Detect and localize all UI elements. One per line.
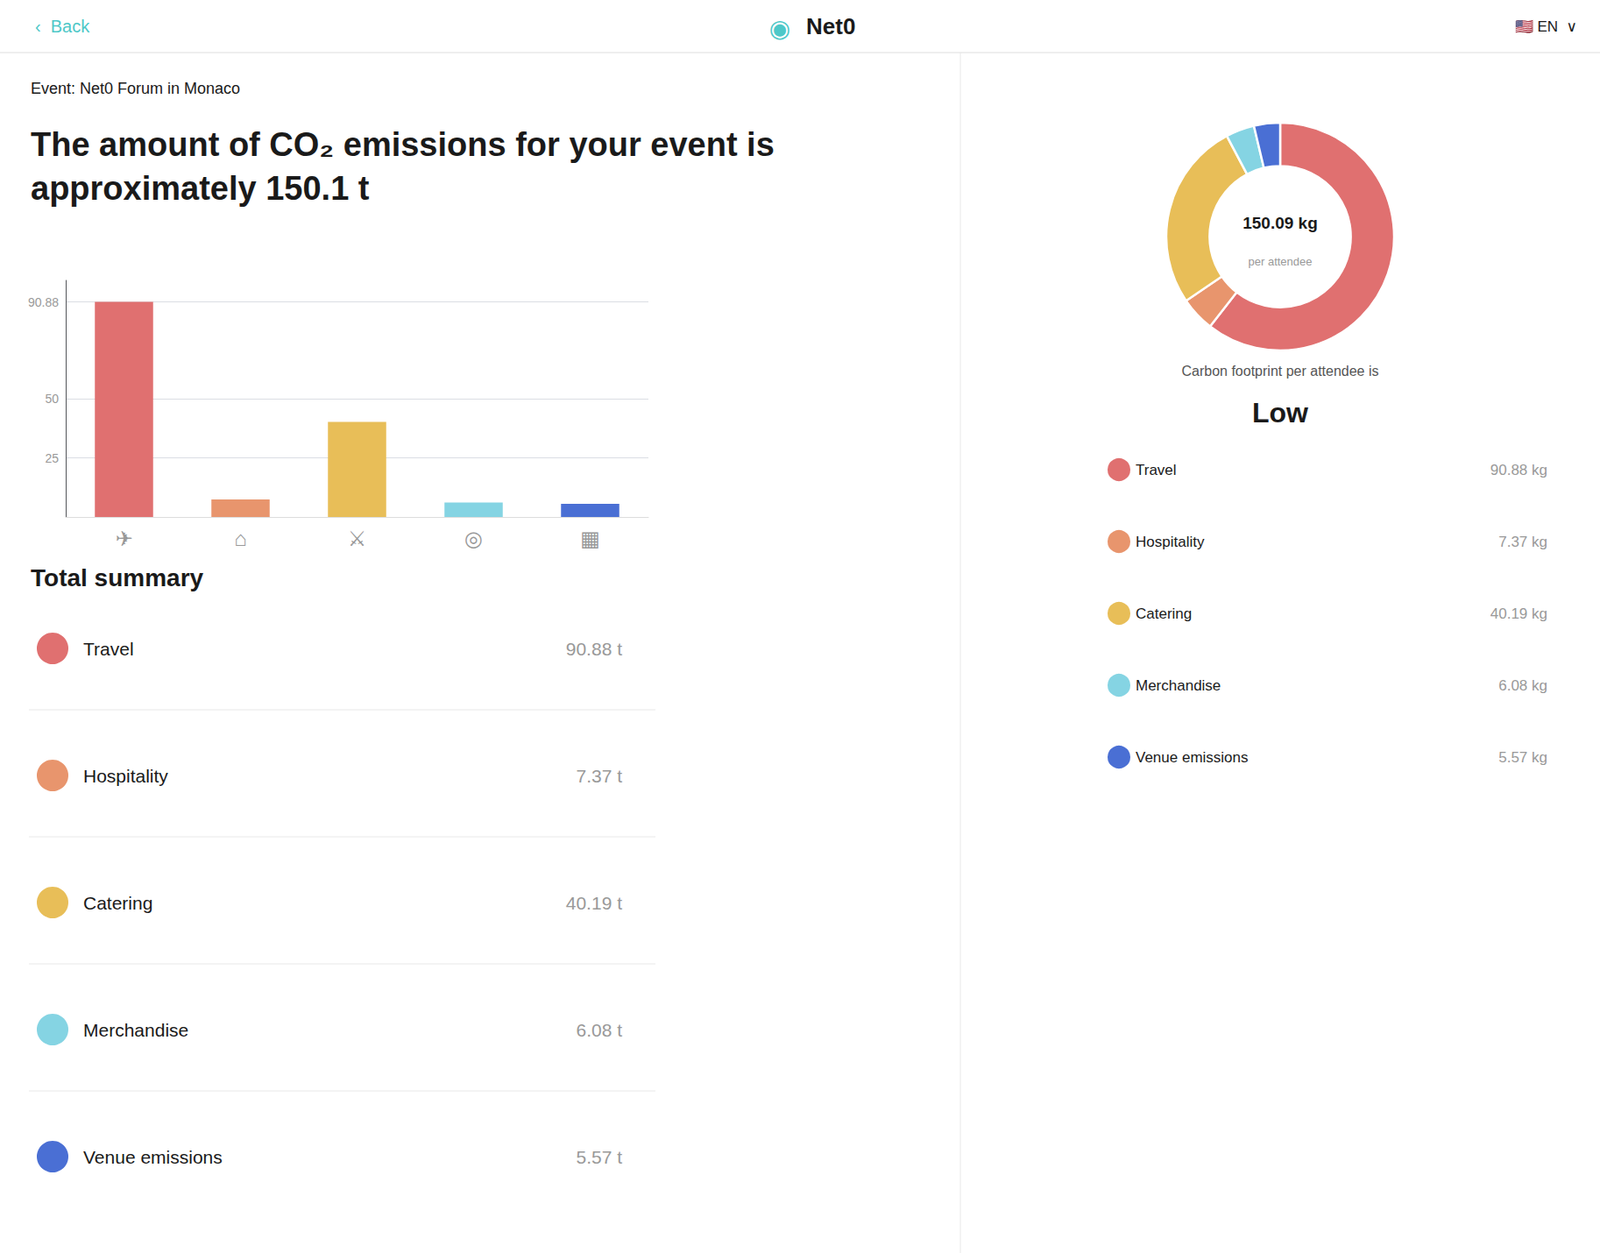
svg-text:Event: Net0 Forum in Monaco: Event: Net0 Forum in Monaco	[30, 79, 241, 98]
svg-text:6.08 t: 6.08 t	[575, 1019, 623, 1041]
svg-text:Catering: Catering	[83, 892, 153, 914]
svg-text:◎: ◎	[464, 526, 483, 551]
svg-text:7.37 kg: 7.37 kg	[1498, 533, 1548, 551]
svg-text:Total summary: Total summary	[30, 564, 205, 592]
svg-text:✈: ✈	[114, 526, 133, 551]
svg-text:per attendee: per attendee	[1247, 254, 1312, 269]
svg-text:Travel: Travel	[1135, 461, 1177, 479]
svg-text:🇺🇸 EN ∨: 🇺🇸 EN ∨	[1515, 18, 1578, 36]
svg-text:Merchandise: Merchandise	[83, 1019, 189, 1041]
svg-text:40.19 t: 40.19 t	[566, 892, 623, 914]
svg-text:Carbon footprint per attendee: Carbon footprint per attendee is	[1181, 363, 1379, 379]
svg-text:90.88: 90.88	[28, 295, 59, 310]
svg-text:6.08 kg: 6.08 kg	[1498, 677, 1548, 694]
svg-text:Low: Low	[1252, 396, 1309, 429]
svg-text:◉: ◉	[769, 14, 791, 43]
svg-text:⌂: ⌂	[233, 526, 248, 551]
svg-text:40.19 kg: 40.19 kg	[1490, 605, 1548, 623]
svg-text:Net0: Net0	[806, 13, 856, 40]
svg-text:Hospitality: Hospitality	[83, 765, 169, 786]
svg-text:The amount of CO₂ emissions fo: The amount of CO₂ emissions for your eve…	[30, 126, 784, 163]
svg-text:▦: ▦	[580, 526, 601, 551]
svg-text:5.57 kg: 5.57 kg	[1498, 749, 1548, 766]
svg-text:7.37 t: 7.37 t	[575, 765, 623, 786]
svg-text:Merchandise: Merchandise	[1135, 677, 1221, 694]
svg-text:25: 25	[44, 451, 59, 466]
svg-text:5.57 t: 5.57 t	[575, 1146, 623, 1168]
svg-text:Venue emissions: Venue emissions	[83, 1146, 223, 1168]
svg-text:Catering: Catering	[1135, 605, 1192, 623]
svg-text:‹ Back: ‹ Back	[35, 16, 91, 36]
svg-text:150.09 kg: 150.09 kg	[1242, 213, 1318, 233]
svg-text:approximately 150.1 t: approximately 150.1 t	[30, 169, 370, 207]
svg-text:Travel: Travel	[83, 638, 135, 659]
svg-text:90.88 t: 90.88 t	[566, 638, 623, 659]
svg-text:⚔: ⚔	[347, 526, 368, 551]
svg-text:Venue emissions: Venue emissions	[1135, 749, 1249, 766]
svg-text:90.88 kg: 90.88 kg	[1490, 461, 1548, 479]
svg-text:Hospitality: Hospitality	[1135, 533, 1205, 551]
svg-text:50: 50	[44, 391, 59, 406]
